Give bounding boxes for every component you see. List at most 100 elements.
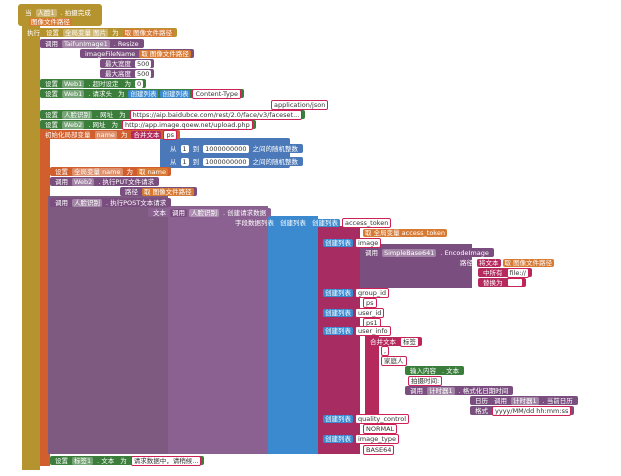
block-row[interactable]: 设置 全局变量 name 为取 name xyxy=(50,167,171,176)
block-row[interactable]: 设置 Web1. 请求头为创建列表 创建列表 Content-Type xyxy=(40,88,244,99)
block-row[interactable]: 设置 Web1. 超时设定为 0 xyxy=(40,79,147,88)
block-label: 调用 xyxy=(410,386,423,395)
nested-block: 取 图像文件路径 xyxy=(122,28,175,37)
block-row[interactable]: 中所有 file:// xyxy=(478,267,532,278)
nested-block: 调用 xyxy=(492,396,509,405)
block-label: 从 xyxy=(170,144,177,153)
block-row[interactable]: 从 1 到 1000000000 之间的随机整数 xyxy=(165,144,303,153)
block-row[interactable]: 创建列表 user_info xyxy=(320,325,394,336)
block-row[interactable]: 调用 TaifunImage1. Resize xyxy=(40,39,144,48)
block-row[interactable]: 创建列表 image_type xyxy=(320,433,402,444)
nested-block: 图像文件路径 xyxy=(29,17,72,26)
block-row[interactable]: 取 全局变量 access_token xyxy=(360,228,450,237)
block-row[interactable]: 拍摄时间: xyxy=(405,375,445,386)
block-label: 为 xyxy=(119,110,126,119)
block-row[interactable]: 调用 人脸识别 . 执行POST文本请求 xyxy=(50,198,172,207)
block-label: 到 xyxy=(192,144,200,153)
nested-block: 合并文本 xyxy=(131,130,162,139)
block-row[interactable]: 文本 调用 人脸识别 . 创建请求数据 xyxy=(148,208,272,217)
text-literal: application/json xyxy=(271,99,329,110)
number-field: 1000000000 xyxy=(203,144,249,153)
block-row[interactable]: NORMAL xyxy=(360,423,400,434)
block-row[interactable]: 合并文本 标签 xyxy=(365,336,422,347)
text-literal: http://app.image.qoew.net/upload.php xyxy=(121,119,253,130)
block-row[interactable]: 创建列表 group_id xyxy=(320,287,392,298)
number-field: 500 xyxy=(135,69,152,78)
block-row[interactable]: 设置 标签1. 文本为请求数据中，请稍候... xyxy=(50,455,205,466)
block-label: . EncodeImage xyxy=(440,248,489,257)
block-label: 为 xyxy=(112,28,119,37)
block-row[interactable]: 调用 计时器1. 格式化日期时间 xyxy=(405,386,514,395)
block-label: . 网址 xyxy=(96,110,114,119)
block-label: 设置 xyxy=(55,167,68,176)
text-literal: 拍摄时间: xyxy=(408,375,443,386)
block-row[interactable]: application/json xyxy=(268,99,331,110)
dropdown: Web1 xyxy=(62,79,85,88)
block-label: 从 xyxy=(170,157,177,166)
block-row[interactable]: , xyxy=(378,345,392,356)
block-row[interactable]: 设置 人脸识别 . 网址为 https://aip.baidubce.com/rest… xyxy=(40,109,306,120)
block-row[interactable]: 输入内容 . 文本 xyxy=(405,366,465,375)
block-row[interactable]: 创建列表 user_id xyxy=(320,307,387,318)
block-row[interactable]: 格式 yyyy/MM/dd hh:mm:ss xyxy=(470,405,575,416)
block-row[interactable]: 调用 Web2. 执行PUT文件请求 xyxy=(50,177,160,186)
dropdown: 全局变量 图片 xyxy=(63,28,109,37)
block-label: 最大高度 xyxy=(105,69,131,78)
dropdown: 标签1 xyxy=(72,456,94,465)
text-literal: image_type xyxy=(355,433,400,444)
block-label: 格式 xyxy=(475,406,488,415)
number-field: 1000000000 xyxy=(203,157,249,166)
block-row[interactable]: 调用 SimpleBase641. EncodeImage xyxy=(360,248,494,257)
block-row[interactable]: imageFileName 取 图像文件路径 xyxy=(80,49,194,58)
post-call-block xyxy=(48,196,168,454)
block-row[interactable]: 当人脸1. 拍摄完成 xyxy=(20,8,96,17)
block-row[interactable]: 设置 Web2. 网址为 http://app.image.qoew.net/upl… xyxy=(40,119,256,130)
dropdown: 计时器1 xyxy=(511,396,539,405)
number-field: 0 xyxy=(134,79,144,88)
text-literal: 标签 xyxy=(400,336,419,347)
block-label: . 执行PUT文件请求 xyxy=(98,177,155,186)
block-label: 为 xyxy=(117,89,125,98)
block-row[interactable]: 路径 将文本取 图像文件路径 xyxy=(455,258,557,267)
join-block xyxy=(365,334,379,414)
block-row[interactable]: 字段数据列表 创建列表 创建列表 access_token xyxy=(230,217,394,228)
block-row[interactable]: 创建列表 quality_control xyxy=(320,413,412,424)
block-label: . Resize xyxy=(113,39,139,48)
text-literal: image xyxy=(355,237,382,248)
text-literal: , xyxy=(381,345,390,356)
text-literal: 请求数据中，请稍候... xyxy=(130,455,202,466)
block-row[interactable]: 从 1 到 1000000000 之间的随机整数 xyxy=(165,157,303,166)
block-row[interactable]: 执行 设置 全局变量 图片为取 图像文件路径 xyxy=(22,28,178,37)
block-row[interactable]: 最大宽度 500 xyxy=(100,59,155,68)
block-row[interactable]: 图像文件路径 xyxy=(26,17,75,26)
block-row[interactable]: 路径取 图像文件路径 xyxy=(120,187,197,196)
dropdown: 计时器1 xyxy=(427,386,455,395)
text-literal: NORMAL xyxy=(363,423,398,434)
block-label: 调用 xyxy=(365,248,378,257)
number-field: 1 xyxy=(180,144,189,153)
block-row[interactable]: 初始化局部变量 name 为合并文本 ps xyxy=(40,129,180,140)
block-label: 为 xyxy=(126,167,134,176)
block-row[interactable]: BASE64 xyxy=(360,444,397,455)
block-label: 设置 xyxy=(55,456,68,465)
block-row[interactable]: 家庭人 xyxy=(378,355,410,366)
text-literal: ps xyxy=(363,297,377,308)
block-row[interactable]: 日历 调用 计时器1. 当前日历 xyxy=(470,396,578,405)
block-label: 调用 xyxy=(55,177,68,186)
block-row[interactable]: ps xyxy=(360,297,380,308)
text-literal: group_id xyxy=(355,287,390,298)
block-label: . 创建请求数据 xyxy=(223,208,267,217)
block-row[interactable]: 最大高度 500 xyxy=(100,69,155,78)
block-label: 调用 xyxy=(45,39,58,48)
list-block xyxy=(268,216,318,454)
block-label: 执行 xyxy=(27,28,40,37)
block-label: 初始化局部变量 xyxy=(45,130,91,139)
number-field: 1 xyxy=(180,157,189,166)
nested-block: 取 图像文件路径 xyxy=(502,258,555,267)
block-row[interactable]: 创建列表 image xyxy=(320,237,384,248)
dropdown: Web2 xyxy=(72,177,95,186)
block-label: 为 xyxy=(124,79,131,88)
nested-block: 取 图像文件路径 xyxy=(139,49,191,58)
block-row[interactable]: 替换为 xyxy=(478,278,526,287)
